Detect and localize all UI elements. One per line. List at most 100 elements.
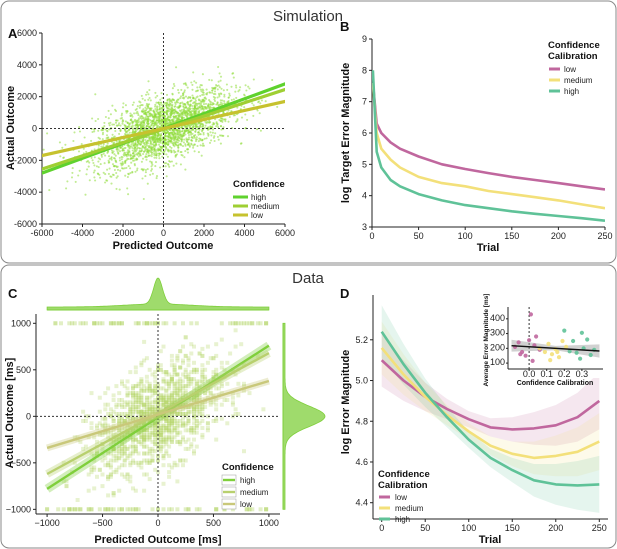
data-point xyxy=(100,432,105,437)
data-point xyxy=(147,128,150,131)
data-point xyxy=(141,157,145,160)
data-point xyxy=(128,405,133,409)
data-point xyxy=(219,402,224,407)
data-point xyxy=(257,101,260,104)
data-point xyxy=(175,386,180,391)
data-point xyxy=(147,388,152,393)
data-point xyxy=(167,381,172,386)
data-point xyxy=(192,395,196,400)
data-point xyxy=(107,122,110,125)
data-point xyxy=(140,141,143,145)
data-point xyxy=(156,395,160,400)
data-point xyxy=(147,426,152,430)
data-point xyxy=(178,349,183,354)
data-point xyxy=(186,419,191,423)
data-point xyxy=(179,97,182,100)
data-point xyxy=(219,79,222,82)
data-point xyxy=(142,435,147,440)
data-point xyxy=(122,426,127,430)
data-point xyxy=(172,391,177,396)
data-point xyxy=(200,419,205,423)
y-tick-label: 4000 xyxy=(17,60,37,70)
data-point xyxy=(167,421,172,426)
data-point xyxy=(230,507,235,512)
data-point xyxy=(74,180,77,183)
data-point xyxy=(155,101,158,104)
data-point xyxy=(154,91,157,94)
data-point xyxy=(181,321,185,326)
data-point xyxy=(120,507,124,512)
data-point xyxy=(117,465,122,470)
data-point xyxy=(147,384,152,389)
x-tick-label: 4000 xyxy=(234,228,254,238)
data-point xyxy=(147,321,152,326)
data-point xyxy=(160,106,163,109)
data-point xyxy=(142,412,147,416)
data-point xyxy=(186,507,191,512)
data-point xyxy=(128,407,133,412)
y-tick-label: 4.4 xyxy=(355,498,368,508)
data-point xyxy=(169,131,173,134)
data-point xyxy=(207,128,210,131)
data-point xyxy=(213,99,217,103)
data-point xyxy=(142,409,147,414)
data-point xyxy=(132,152,135,155)
data-point xyxy=(181,386,185,391)
data-point xyxy=(181,344,185,349)
data-point xyxy=(173,84,176,88)
data-point xyxy=(178,395,183,400)
data-point xyxy=(72,435,77,440)
data-point xyxy=(164,398,169,402)
data-point xyxy=(122,432,127,437)
data-point xyxy=(182,93,185,96)
y-tick-label: 5.2 xyxy=(355,335,368,345)
data-point xyxy=(114,412,119,416)
data-point xyxy=(202,103,206,106)
data-point xyxy=(111,470,116,475)
data-point xyxy=(95,426,99,430)
y-tick-label: 4.6 xyxy=(355,457,368,467)
data-point xyxy=(133,384,138,389)
data-point xyxy=(125,472,130,477)
data-point xyxy=(142,439,147,444)
data-point xyxy=(168,105,171,108)
data-point xyxy=(107,150,110,153)
data-point xyxy=(72,507,77,512)
data-point xyxy=(204,102,208,105)
data-point xyxy=(136,507,141,512)
data-point xyxy=(158,444,163,449)
data-point xyxy=(169,363,174,368)
data-point xyxy=(136,451,141,456)
data-point xyxy=(158,439,163,444)
data-point xyxy=(128,474,133,479)
data-point xyxy=(161,395,166,400)
data-point xyxy=(158,416,163,421)
data-point xyxy=(120,112,124,115)
data-point xyxy=(111,458,116,463)
data-point xyxy=(158,395,163,400)
data-point xyxy=(156,446,160,451)
data-point xyxy=(177,88,180,92)
data-point xyxy=(142,141,146,144)
data-point xyxy=(158,103,161,106)
data-point xyxy=(125,393,130,398)
data-point xyxy=(114,437,119,442)
data-point xyxy=(194,367,199,372)
data-point xyxy=(164,400,169,405)
data-point xyxy=(192,414,196,419)
data-point xyxy=(147,477,152,482)
data-point xyxy=(159,145,162,148)
data-point xyxy=(133,426,138,430)
data-point xyxy=(187,133,191,137)
data-point xyxy=(179,151,182,154)
data-point xyxy=(175,439,180,444)
x-tick-label: 150 xyxy=(505,523,520,533)
data-point xyxy=(242,449,246,454)
data-point xyxy=(133,407,138,412)
inset-y-tick-label: 300 xyxy=(490,328,505,338)
data-point xyxy=(145,113,148,116)
data-point xyxy=(153,419,158,423)
data-point xyxy=(85,173,88,176)
inset-data-point xyxy=(560,338,565,344)
data-point xyxy=(110,156,113,159)
